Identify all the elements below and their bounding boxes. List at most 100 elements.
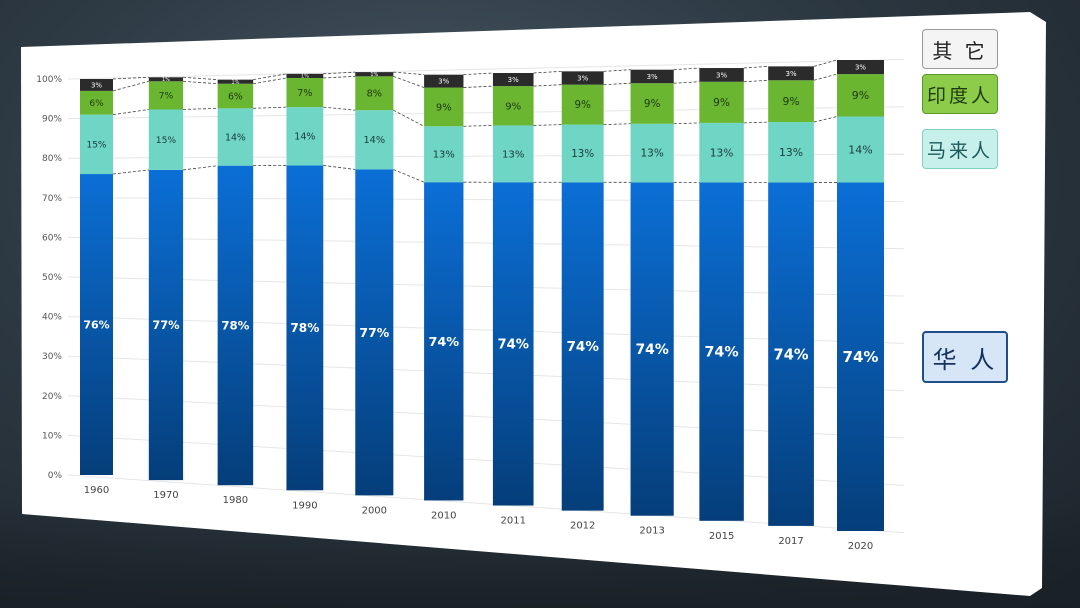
- data-label: 14%: [294, 132, 315, 143]
- data-label: 9%: [713, 96, 730, 109]
- bar-segment-chinese: [768, 182, 814, 526]
- data-label: 9%: [505, 101, 521, 112]
- connector-line: [183, 80, 218, 85]
- y-tick-label: 0%: [48, 471, 63, 481]
- bar-segment-malay: [424, 126, 464, 183]
- data-label: 74%: [566, 339, 599, 355]
- data-label: 9%: [644, 98, 661, 110]
- bar-segment-chinese: [355, 169, 394, 496]
- connector-line: [323, 75, 356, 79]
- legend-other: 其 它: [922, 29, 998, 69]
- connector-line: [533, 70, 562, 74]
- bar-segment-other: [80, 79, 113, 91]
- data-label: 8%: [367, 89, 382, 100]
- bar-segment-indian: [355, 76, 394, 111]
- data-label: 6%: [89, 99, 104, 109]
- data-label: 77%: [359, 325, 389, 340]
- legend-other-label: 其 它: [932, 38, 988, 63]
- gridlines: [67, 58, 905, 534]
- connector-line: [183, 107, 218, 110]
- data-label: 76%: [83, 318, 109, 331]
- connector-line: [813, 59, 838, 67]
- bar-segment-indian: [630, 83, 674, 124]
- data-label: 13%: [571, 148, 594, 160]
- data-label: 9%: [782, 95, 799, 108]
- x-tick-label: 1980: [223, 495, 248, 506]
- connector-line: [323, 165, 356, 170]
- data-label: 7%: [159, 91, 174, 102]
- data-label: 13%: [641, 148, 664, 160]
- bar-segment-chinese: [630, 182, 674, 516]
- data-label: 1%: [162, 77, 170, 83]
- data-label: 74%: [636, 342, 669, 358]
- connector-line: [463, 85, 493, 88]
- gridline: [67, 316, 905, 344]
- bar-segment-indian: [699, 81, 744, 123]
- data-label: 3%: [647, 73, 658, 81]
- connector-line: [253, 73, 287, 81]
- connector-line: [743, 79, 769, 83]
- data-label: 78%: [290, 321, 319, 335]
- connector-line: [112, 76, 149, 80]
- data-label: 3%: [785, 70, 796, 78]
- bar-segment-indian: [286, 77, 324, 108]
- bar-segment-other: [217, 79, 254, 84]
- data-label: 3%: [855, 64, 866, 72]
- data-label: 6%: [228, 91, 243, 102]
- y-tick-label: 70%: [42, 194, 62, 204]
- data-label: 74%: [774, 346, 809, 363]
- connector-line: [813, 116, 838, 123]
- bar-segment-chinese: [424, 182, 464, 501]
- connector-line: [603, 123, 631, 125]
- x-tick-label: 2010: [431, 510, 456, 521]
- data-label: 14%: [364, 135, 386, 146]
- gridline: [67, 58, 905, 80]
- connector-line: [673, 122, 700, 125]
- bar-segment-chinese: [699, 182, 744, 521]
- bar-segment-malay: [768, 122, 814, 183]
- bar-segment-malay: [699, 122, 744, 183]
- data-label: 74%: [705, 345, 739, 361]
- gridline: [67, 197, 905, 202]
- x-tick-label: 2000: [362, 505, 387, 516]
- x-tick-label: 2012: [570, 521, 595, 532]
- legend-chinese: 华 人: [922, 331, 1008, 383]
- gridline: [67, 276, 905, 297]
- y-tick-label: 90%: [42, 115, 62, 125]
- bars: [80, 60, 884, 531]
- data-label: 77%: [152, 318, 180, 332]
- connector-line: [743, 121, 769, 124]
- data-label: 14%: [848, 143, 872, 156]
- x-tick-label: 2011: [501, 516, 526, 527]
- bar-segment-chinese: [148, 169, 184, 481]
- data-label: 13%: [502, 149, 525, 160]
- connector-line: [813, 73, 838, 81]
- data-label: 9%: [436, 102, 452, 113]
- connector-line: [393, 71, 425, 76]
- y-tick-label: 20%: [42, 392, 62, 402]
- data-label: 3%: [577, 74, 588, 82]
- bar-segment-indian: [492, 86, 534, 126]
- connector-line: [183, 165, 218, 171]
- connector-line: [393, 75, 425, 88]
- data-label: 78%: [221, 319, 249, 333]
- bar-segment-other: [286, 73, 324, 78]
- data-label: 3%: [91, 81, 102, 89]
- gridline: [67, 153, 905, 159]
- data-label: 13%: [710, 146, 734, 159]
- bar-segment-indian: [217, 83, 254, 109]
- x-tick-label: 1990: [292, 500, 317, 511]
- x-tick-label: 1970: [153, 490, 178, 501]
- connector-line: [112, 80, 149, 92]
- connector-line: [183, 76, 218, 81]
- x-tick-label: 2020: [848, 541, 873, 552]
- gridline: [67, 434, 905, 486]
- connector-line: [463, 72, 493, 76]
- bar-segment-other: [148, 77, 184, 82]
- gridline: [67, 355, 905, 392]
- connector-line: [673, 81, 700, 84]
- connector-line: [323, 106, 356, 111]
- data-label: 3%: [438, 78, 449, 86]
- bar-segment-other: [630, 69, 674, 84]
- data-label: 15%: [156, 135, 177, 146]
